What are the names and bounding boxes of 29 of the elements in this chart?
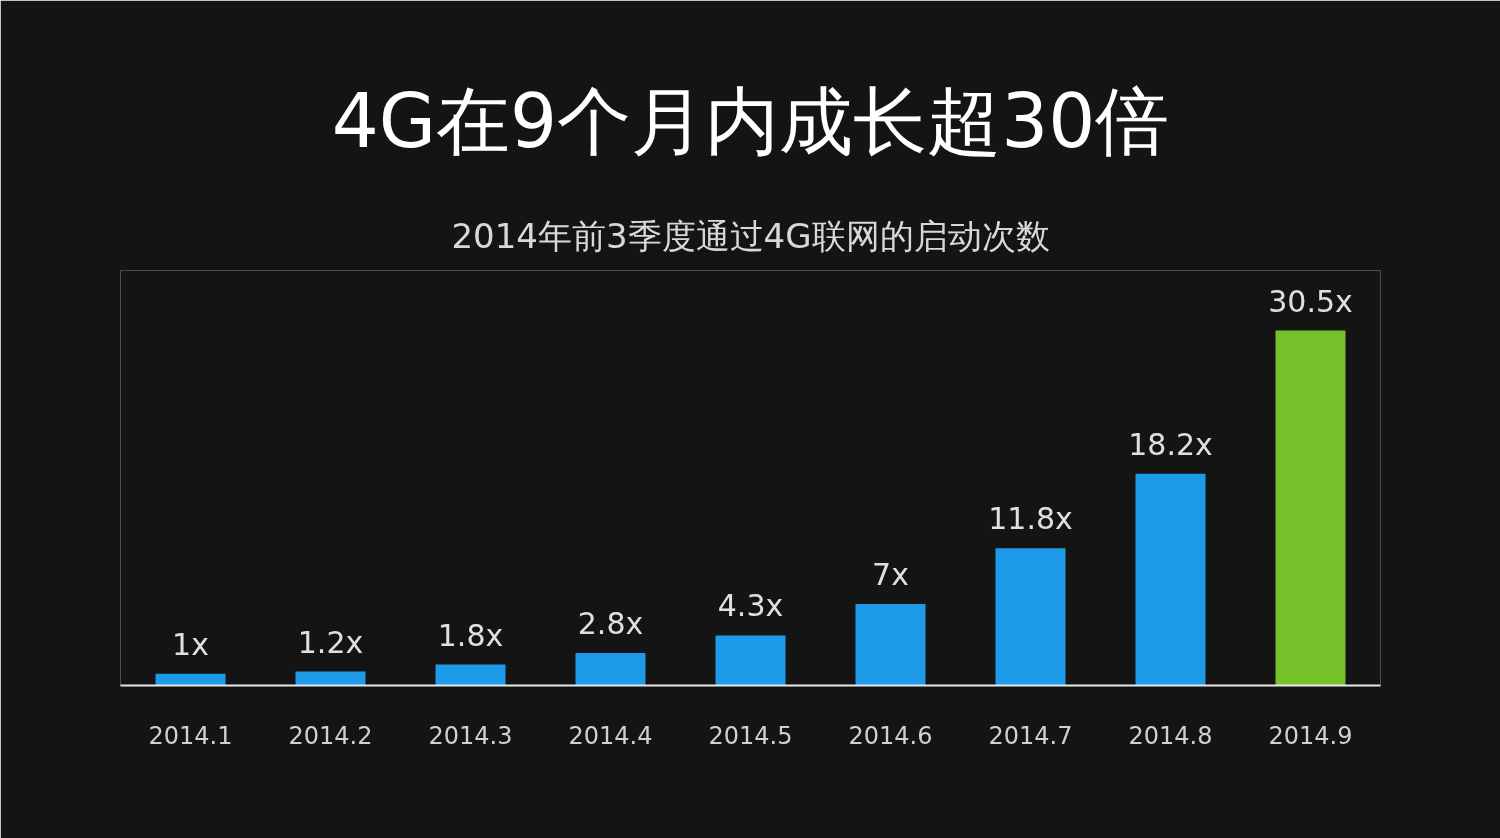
chart-subtitle: 2014年前3季度通过4G联网的启动次数 — [451, 215, 1050, 256]
x-tick-label: 2014.2 — [288, 721, 373, 750]
data-label: 1.8x — [437, 617, 504, 653]
data-label: 2.8x — [577, 605, 644, 641]
x-tick-label: 2014.7 — [988, 721, 1073, 750]
x-tick-label: 2014.5 — [708, 721, 793, 750]
bar — [995, 548, 1066, 686]
x-tick-label: 2014.1 — [148, 721, 233, 750]
chart-title: 4G在9个月内成长超30倍 — [331, 77, 1170, 164]
data-label: 18.2x — [1128, 426, 1213, 462]
x-tick-label: 2014.8 — [1128, 721, 1213, 750]
data-label: 30.5x — [1268, 283, 1353, 319]
bar — [435, 664, 506, 686]
bar — [155, 673, 226, 686]
x-tick-label: 2014.9 — [1268, 721, 1353, 750]
x-tick-label: 2014.6 — [848, 721, 933, 750]
bar — [295, 671, 366, 686]
x-tick-label: 2014.3 — [428, 721, 513, 750]
data-label: 4.3x — [717, 588, 784, 624]
data-label: 1.2x — [297, 624, 364, 660]
data-label: 7x — [872, 557, 909, 593]
bar — [1135, 473, 1206, 686]
data-label: 11.8x — [988, 501, 1073, 537]
bar — [715, 635, 786, 686]
bar — [1275, 330, 1346, 686]
data-label: 1x — [172, 626, 209, 662]
x-tick-label: 2014.4 — [568, 721, 653, 750]
bar — [575, 652, 646, 686]
bar — [855, 604, 926, 686]
